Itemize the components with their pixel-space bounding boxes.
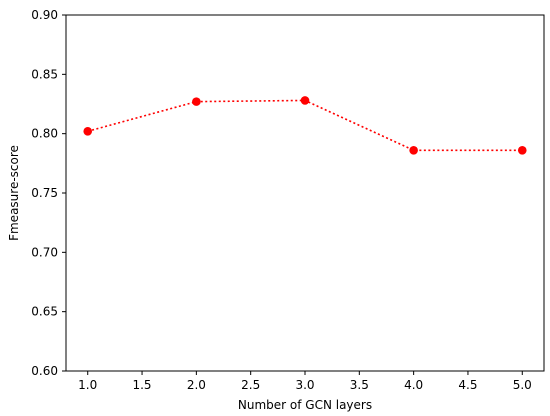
y-tick-label: 0.80 [31, 127, 58, 141]
data-point [83, 126, 93, 136]
data-point [409, 145, 418, 155]
data-point [192, 97, 201, 106]
x-axis-label: Number of GCN layers [238, 398, 372, 412]
x-tick-label: 5.0 [513, 378, 532, 392]
y-tick-label: 0.70 [31, 245, 58, 259]
y-tick-label: 0.60 [31, 364, 58, 378]
x-tick-label: 3.0 [295, 378, 314, 392]
data-point [300, 96, 310, 105]
x-tick-label: 2.5 [241, 378, 260, 392]
x-tick-label: 2.0 [187, 378, 206, 392]
y-tick-label: 0.75 [31, 186, 58, 200]
x-tick-label: 4.0 [404, 378, 423, 392]
y-axis-label: Fmeasure-score [7, 145, 21, 241]
ticks-layer: 1.0 1.5 2.0 2.5 3.0 3.5 4.0 4.5 5.0 0.60 0.65 0.70 0… [31, 8, 532, 392]
y-tick-label: 0.90 [31, 8, 58, 22]
x-tick-label: 1.0 [78, 378, 97, 392]
series-line [87, 99, 523, 152]
x-tick-label: 1.5 [132, 378, 151, 392]
plot-frame [65, 14, 545, 372]
x-tick-label: 4.5 [458, 378, 477, 392]
series-layer [83, 96, 527, 155]
x-tick-label: 3.5 [350, 378, 369, 392]
y-tick-label: 0.85 [31, 67, 58, 81]
data-point [517, 145, 527, 155]
y-tick-label: 0.65 [31, 305, 58, 319]
